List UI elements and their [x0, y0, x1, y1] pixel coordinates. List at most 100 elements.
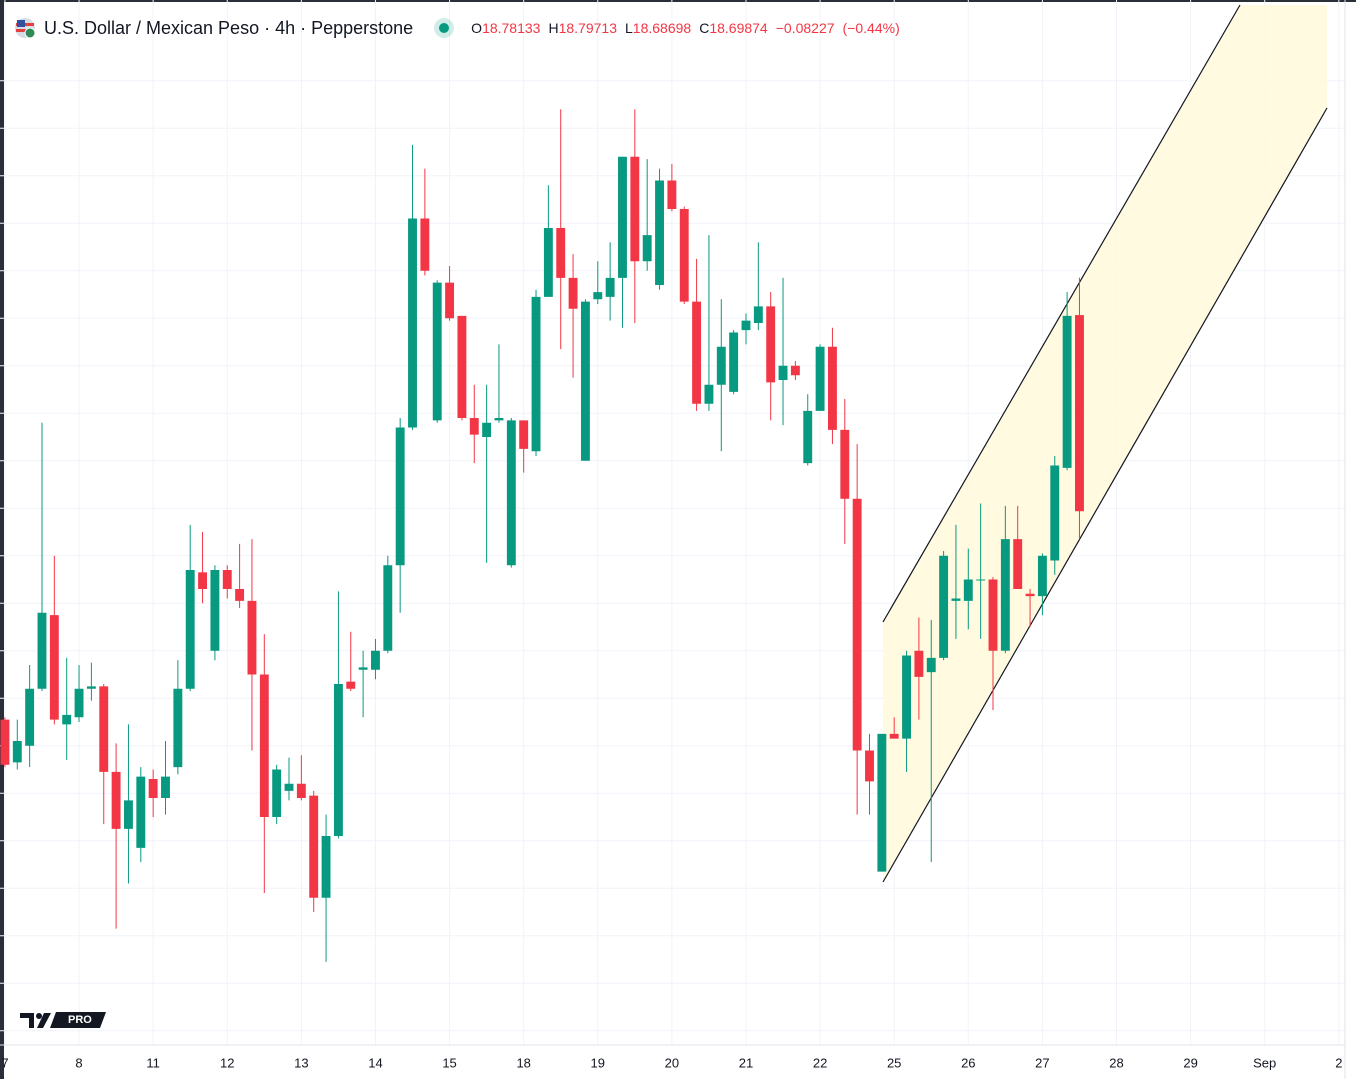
- candle-body: [25, 688, 35, 746]
- candle-body: [692, 301, 702, 404]
- candle-body: [753, 306, 763, 323]
- tradingview-logo[interactable]: PRO: [20, 1010, 106, 1030]
- x-tick-label: 11: [146, 1055, 160, 1070]
- symbol-title[interactable]: U.S. Dollar / Mexican Peso · 4h · Pepper…: [44, 17, 414, 38]
- candle-body: [914, 650, 924, 677]
- x-tick-label: 22: [813, 1055, 827, 1070]
- candle-body: [86, 686, 96, 689]
- candle-body: [321, 836, 331, 898]
- market-status[interactable]: [439, 23, 450, 33]
- x-tick-label: 2: [1335, 1055, 1342, 1070]
- candle-body: [642, 235, 652, 262]
- candle-body: [618, 156, 627, 278]
- candle-body: [679, 209, 689, 302]
- x-tick-label: 14: [368, 1055, 382, 1070]
- candle-body: [494, 418, 504, 421]
- candle-body: [309, 795, 319, 898]
- candle-body: [889, 733, 899, 739]
- candle-body: [655, 180, 664, 285]
- candle-body: [902, 655, 911, 739]
- ohlc-values: O18.78133 H18.79713 L18.68698 C18.69874 −0.0…: [471, 20, 908, 36]
- candle-body: [1000, 539, 1010, 651]
- ohlc-key: L: [625, 20, 633, 36]
- candle-body: [939, 555, 949, 658]
- candle-body: [766, 306, 776, 383]
- candle-body: [963, 579, 973, 601]
- x-tick-label: 7: [1, 1055, 8, 1070]
- candle-body: [531, 296, 541, 452]
- candle-body: [827, 346, 837, 430]
- channel-lower-line: [882, 107, 1328, 883]
- candle-body: [716, 346, 726, 385]
- candle-body: [247, 600, 257, 675]
- x-tick-label: Sep: [1253, 1055, 1276, 1070]
- candle-body: [445, 282, 455, 319]
- candle-body: [729, 332, 739, 392]
- candle-body: [469, 418, 479, 435]
- candle-body: [568, 277, 578, 309]
- candle-body: [37, 612, 47, 689]
- x-tick-label: 29: [1183, 1055, 1197, 1070]
- candle-body: [605, 277, 615, 297]
- candle-body: [506, 420, 516, 566]
- x-tick-label: 19: [591, 1055, 605, 1070]
- change-percent: (−0.44%): [842, 20, 900, 36]
- candle-body: [371, 650, 380, 670]
- candle-body: [667, 180, 677, 209]
- candle-body: [124, 800, 133, 829]
- ohlc-value: 18.69874: [709, 20, 768, 36]
- channel-upper-line: [882, 4, 1241, 623]
- channel-fill: [883, 5, 1327, 882]
- ohlc-key: H: [548, 20, 559, 36]
- ohlc-value: 18.68698: [632, 20, 692, 36]
- candle-body: [111, 771, 121, 829]
- candle-body: [284, 783, 294, 791]
- candle-body: [1075, 315, 1084, 512]
- candle-body: [62, 714, 72, 725]
- parallel-channel: [882, 4, 1328, 883]
- candle-body: [630, 156, 640, 262]
- candle-body: [346, 681, 356, 689]
- candle-body: [148, 779, 158, 798]
- candle-body: [272, 769, 282, 817]
- candle-body: [358, 667, 368, 670]
- legend-header: U.S. Dollar / Mexican Peso · 4h · Pepper…: [14, 14, 908, 42]
- x-tick-label: 13: [294, 1055, 308, 1070]
- candle-body: [49, 615, 59, 720]
- candle-body: [259, 674, 269, 817]
- candle-body: [222, 570, 232, 589]
- candle-body: [12, 741, 22, 763]
- x-tick-label: 27: [1035, 1055, 1049, 1070]
- x-tick-label: 25: [887, 1055, 901, 1070]
- candle-body: [543, 228, 553, 297]
- candle-body: [704, 384, 714, 404]
- ohlc-key: O: [471, 20, 483, 36]
- candle-body: [1013, 539, 1023, 589]
- candle-body: [803, 410, 813, 464]
- candle-body: [556, 228, 566, 278]
- candle-body: [1062, 315, 1072, 468]
- change-value: −0.08227: [775, 20, 835, 36]
- candle-body: [865, 750, 874, 782]
- time-axis: 7 8 11 12 13 14 15 18 19 20 21 22 25 26 27 28 29 Sep 2: [1, 1055, 1342, 1070]
- candle-body: [198, 572, 207, 589]
- symbol-flag-icon: [15, 18, 36, 39]
- x-tick-label: 20: [665, 1055, 679, 1070]
- candle-body: [383, 565, 393, 651]
- candle-body: [790, 365, 800, 376]
- candle-body: [1050, 465, 1060, 561]
- logo-mark: [20, 1012, 106, 1028]
- candle-body: [333, 684, 343, 836]
- x-tick-label: 12: [220, 1055, 234, 1070]
- candle-body: [432, 282, 442, 421]
- candle-body: [951, 598, 961, 601]
- candle-body: [420, 218, 430, 271]
- candle-body: [926, 657, 936, 673]
- candle-body: [395, 427, 405, 566]
- candle-body: [593, 292, 603, 300]
- candle-body: [778, 365, 788, 380]
- candles: [0, 109, 1084, 962]
